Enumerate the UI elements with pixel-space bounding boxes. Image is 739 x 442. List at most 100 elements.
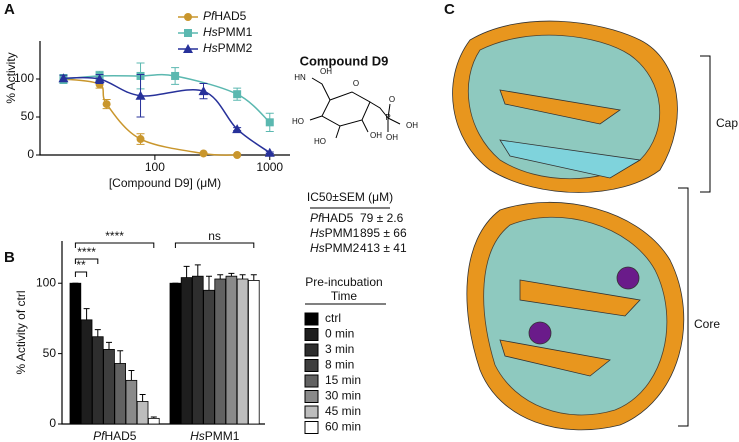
legend-label: 8 min [325,358,354,372]
y-tick-label: 50 [21,109,35,123]
table-cell: PfHAD5 [310,211,354,225]
protein-structure [452,20,685,431]
error-bar [228,272,235,277]
bar [69,282,82,425]
atom-label: OH [320,67,332,76]
y-axis-label: % Activity of ctrl [14,290,28,374]
significance-label: **** [77,245,96,259]
atom-label: O [389,95,395,104]
marker [171,71,180,80]
error-bar [94,329,101,337]
legend-swatch [304,390,319,403]
bar [236,278,249,425]
legend-swatch [304,328,319,341]
legend-label: PfHAD5 [203,9,247,23]
bar [169,282,182,425]
error-bar [194,264,201,277]
structure-label: Cap [716,116,738,130]
legend-label: HsPMM2 [203,41,253,55]
legend-label: 3 min [325,342,354,356]
bar [80,319,93,425]
table-cell: HsPMM2 [310,241,360,255]
legend-label: 60 min [325,420,361,434]
marker [58,73,69,83]
table-cell: 895 ± 66 [360,226,407,240]
marker [183,44,193,53]
core-bracket [678,187,689,427]
legend-swatch [304,405,319,419]
bar [125,379,138,425]
marker [199,149,208,158]
error-bar [239,274,246,280]
bar [114,363,127,425]
significance-bracket [74,258,99,264]
significance-bracket [174,242,255,248]
legend-swatch [304,359,319,372]
marker [94,74,105,83]
x-tick-label: HsPMM1 [190,429,240,442]
legend-label: HsPMM1 [203,25,253,39]
marker [184,13,192,21]
compound-title: Compound D9 [300,53,389,68]
significance-label: ** [76,258,86,272]
legend-title: Pre-incubation [305,275,382,289]
bar [247,280,260,425]
error-bar [83,308,90,320]
x-tick-label: 1000 [256,160,283,174]
error-bar [206,275,212,291]
marker [198,86,209,96]
atom-label: HO [314,137,326,146]
error-bar [117,350,124,364]
y-tick-label: 0 [49,416,56,430]
x-tick-label: PfHAD5 [93,429,137,442]
atom-label: HN [294,73,306,82]
y-tick-label: 100 [36,275,56,289]
legend-label: 30 min [325,389,361,403]
marker [264,147,275,157]
marker [232,124,243,134]
error-bar [150,416,157,419]
cap-bracket [700,55,711,193]
legend-label: 0 min [325,327,354,341]
significance-label: ns [208,229,221,243]
axis [39,41,290,156]
atom-label: P [385,113,390,122]
bar [103,348,115,425]
bar [203,289,215,425]
bar [147,417,160,425]
marker [136,135,145,144]
legend-swatch [304,374,319,388]
atom-label: OH [406,121,418,130]
bar [191,275,204,425]
legend-label: ctrl [325,311,341,325]
compound-structure [309,77,401,139]
panel-label: B [4,249,15,266]
marker [102,100,111,109]
y-tick-label: 100 [14,71,34,85]
y-axis-label: % Activity [4,52,18,103]
bar [214,278,227,425]
marker [184,29,192,37]
error-bar [139,393,146,402]
legend-label: 45 min [325,404,361,418]
error-bar [128,370,135,381]
error-bar [183,265,190,278]
legend-label: 15 min [325,373,361,387]
marker [233,90,242,99]
bar [136,401,149,425]
legend-swatch [304,312,319,326]
series-line [63,76,271,154]
bar [225,275,238,425]
legend-title: Time [331,289,358,303]
x-axis-label: [Compound D9] (μM) [109,176,221,190]
error-bar [250,274,257,281]
atom-label: HO [292,117,304,126]
panel-label: A [4,1,15,18]
significance-label: **** [105,229,124,243]
legend-swatch [304,421,319,434]
table-header: IC50±SEM (μM) [307,190,393,204]
structure-label: Core [694,317,720,331]
error-bar [217,274,224,280]
table-cell: 413 ± 41 [360,241,407,255]
